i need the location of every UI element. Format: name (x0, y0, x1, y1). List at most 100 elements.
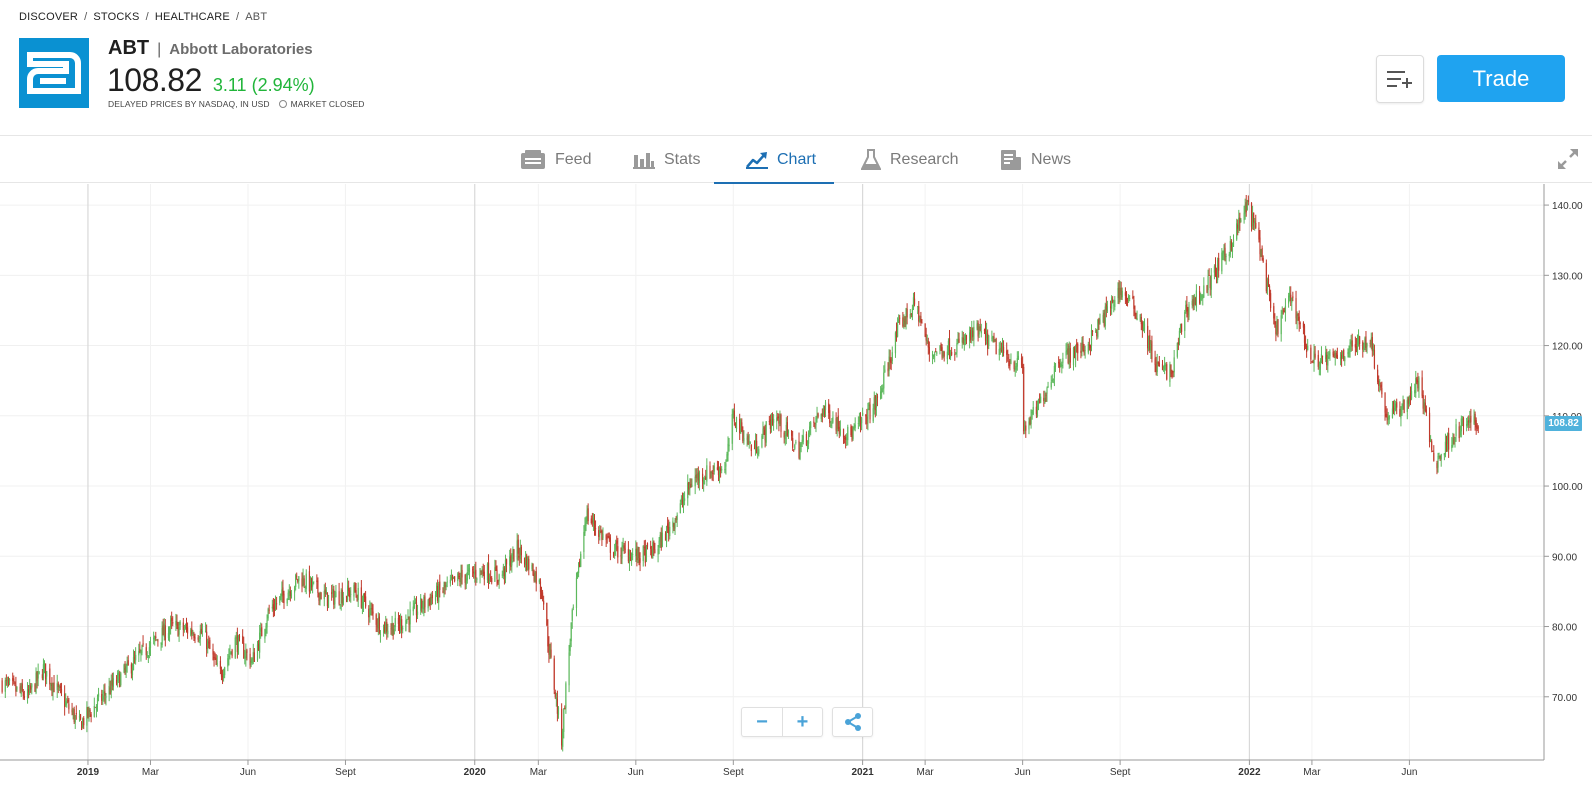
tab-feed[interactable]: Feed (520, 137, 591, 183)
price-chart[interactable]: 70.0080.0090.00100.00110.00120.00130.001… (0, 184, 1592, 799)
candle-body (836, 417, 838, 432)
candle-body (1444, 441, 1447, 455)
candle-body (1089, 344, 1092, 349)
tab-research[interactable]: Research (861, 137, 958, 183)
candle-body (199, 630, 201, 640)
candle-body (1371, 337, 1373, 352)
candle-body (1090, 330, 1093, 346)
candle-body (274, 603, 277, 610)
candle-body (1246, 200, 1248, 211)
candle-body (1047, 385, 1049, 387)
candle-body (1058, 361, 1060, 364)
candle-body (6, 679, 9, 682)
candle-body (1251, 213, 1254, 226)
candle-body (97, 693, 100, 697)
tab-stats[interactable]: Stats (633, 137, 700, 183)
breadcrumb-separator: / (145, 11, 149, 23)
candle-body (564, 707, 566, 710)
candle-body (31, 683, 33, 688)
tab-chart[interactable]: Chart (713, 137, 835, 184)
candle-body (1350, 341, 1352, 345)
candle-body (584, 524, 586, 533)
candle-body (1111, 297, 1113, 309)
x-tick-label: 2021 (851, 767, 874, 778)
candle-body (1166, 364, 1168, 380)
candle-body (185, 625, 188, 628)
candle-body (442, 591, 444, 593)
candle-body (289, 591, 291, 597)
candle-body (117, 673, 119, 682)
y-tick-label: 120.00 (1552, 342, 1583, 353)
candle-body (1024, 425, 1026, 431)
candle-body (38, 671, 40, 673)
tab-news[interactable]: News (1000, 137, 1071, 183)
candle-body (868, 404, 870, 407)
candle-body (353, 584, 355, 597)
x-tick-label: 2020 (464, 767, 487, 778)
candle-body (319, 592, 321, 602)
candle-body (167, 633, 170, 639)
candle-body (1326, 354, 1328, 366)
candle-body (1036, 406, 1039, 416)
candle-body (1342, 351, 1344, 358)
candle-body (224, 667, 226, 676)
candle-body (1416, 379, 1418, 383)
candle-body (837, 415, 839, 429)
candle-body (979, 326, 981, 331)
candle-body (135, 654, 137, 661)
candle-body (1091, 331, 1094, 332)
candle-body (1022, 364, 1024, 369)
candle-body (890, 359, 892, 363)
candle-body (753, 448, 756, 450)
candle-body (1050, 382, 1052, 388)
candle-body (1113, 304, 1115, 306)
tab-label: Stats (664, 151, 701, 168)
candle-body (1224, 247, 1226, 256)
candle-body (1171, 372, 1173, 374)
candle-body (246, 650, 248, 653)
x-tick-label: 2022 (1238, 767, 1261, 778)
trade-button[interactable]: Trade (1437, 55, 1565, 102)
candle-body (985, 330, 988, 339)
candle-body (1369, 342, 1371, 344)
candle-body (590, 518, 592, 524)
candlestick-chart[interactable]: 70.0080.0090.00100.00110.00120.00130.001… (0, 184, 1592, 799)
candle-body (1399, 409, 1401, 417)
candle-body (362, 594, 365, 605)
candle-body (1387, 417, 1389, 421)
candle-body (998, 348, 1000, 356)
zoom-in-button[interactable]: + (781, 708, 822, 736)
candle-body (532, 564, 534, 575)
candle-body (632, 554, 634, 555)
candle-body (924, 323, 926, 337)
candle-body (1133, 299, 1135, 309)
candle-body (1118, 287, 1120, 298)
candle-body (679, 503, 681, 514)
breadcrumb-stocks[interactable]: STOCKS (93, 11, 140, 23)
candle-body (563, 708, 565, 732)
candle-body (219, 660, 222, 669)
candle-body (293, 587, 296, 593)
candle-body (746, 437, 748, 441)
candle-body (1231, 247, 1234, 253)
candle-body (149, 641, 152, 648)
candle-body (717, 467, 720, 476)
x-tick-label: Jun (240, 767, 256, 778)
candle-body (872, 408, 874, 422)
candle-body (272, 604, 275, 610)
add-to-watchlist-button[interactable] (1376, 55, 1424, 103)
expand-chart-button[interactable] (1556, 147, 1580, 171)
share-chart-button[interactable] (832, 707, 873, 737)
candle-body (209, 640, 211, 649)
x-tick-label: Mar (1303, 767, 1321, 778)
candle-body (302, 576, 304, 587)
candle-body (1162, 366, 1165, 368)
candle-body (451, 575, 454, 580)
candle-body (659, 535, 661, 542)
breadcrumb-healthcare[interactable]: HEALTHCARE (154, 11, 230, 23)
breadcrumb-discover[interactable]: DISCOVER (19, 11, 79, 23)
candle-body (1282, 310, 1284, 312)
zoom-out-button[interactable]: − (756, 710, 768, 733)
candle-body (758, 449, 760, 454)
candle-body (762, 428, 764, 438)
